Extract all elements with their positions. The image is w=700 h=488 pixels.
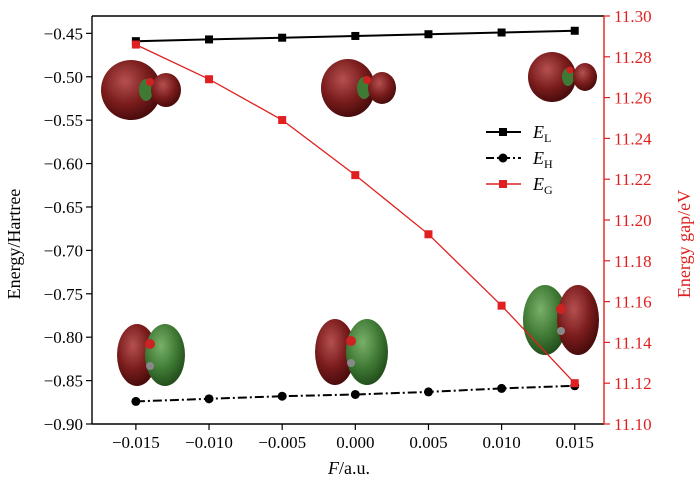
y-tick-label: −0.90	[44, 415, 83, 434]
x-tick-label: 0.005	[409, 433, 447, 452]
data-point	[278, 116, 287, 125]
orbital-lumo-3	[528, 52, 597, 102]
data-point	[497, 383, 507, 393]
data-point	[424, 30, 433, 39]
y2-tick-label: 11.16	[614, 293, 652, 312]
y2-tick-label: 11.24	[614, 129, 652, 148]
orbital-homo-1	[117, 324, 185, 386]
x-tick-label: −0.010	[185, 433, 233, 452]
data-point	[205, 35, 214, 44]
data-point	[131, 40, 140, 49]
x-axis-label: F/a.u.	[327, 458, 370, 478]
data-point	[205, 75, 214, 84]
x-tick-label: 0.015	[556, 433, 594, 452]
data-point	[570, 26, 579, 35]
y2-tick-label: 11.28	[614, 48, 652, 67]
data-point	[350, 389, 360, 399]
y-tick-label: −0.85	[44, 372, 83, 391]
x-tick-label: 0.010	[482, 433, 520, 452]
data-point	[423, 387, 433, 397]
legend: EL EH EG	[486, 122, 553, 197]
x-axis-label-var: F	[327, 458, 340, 478]
data-point	[570, 379, 579, 388]
x-tick-label: −0.015	[112, 433, 160, 452]
x-tick-label: 0.000	[336, 433, 374, 452]
data-point	[131, 396, 141, 406]
data-point	[204, 394, 214, 404]
ticks: −0.015 −0.010 −0.005 0.000 0.005 0.010 0.015 −0…	[44, 7, 652, 452]
data-point	[278, 33, 287, 42]
y-tick-label: −0.55	[44, 111, 83, 130]
orbital-homo-2	[315, 319, 388, 385]
legend-label-eg: EG	[532, 174, 553, 197]
y2-tick-label: 11.22	[614, 170, 652, 189]
x-axis-label-unit: /a.u.	[339, 458, 370, 478]
y2-tick-label: 11.20	[614, 211, 652, 230]
data-point	[351, 171, 360, 180]
legend-label-el: EL	[532, 122, 551, 145]
series	[131, 26, 580, 406]
y-tick-label: −0.50	[44, 68, 83, 87]
y2-tick-label: 11.14	[614, 333, 652, 352]
orbital-lumo-1	[101, 60, 181, 120]
legend-label-eh: EH	[532, 148, 553, 171]
y2-tick-label: 11.12	[614, 374, 652, 393]
y-tick-label: −0.65	[44, 198, 83, 217]
data-point	[497, 301, 506, 310]
data-point	[351, 31, 360, 40]
data-point	[424, 230, 433, 239]
axes	[91, 15, 605, 425]
y-tick-label: −0.80	[44, 328, 83, 347]
y2-axis-label: Energy gap/eV	[674, 190, 694, 298]
y2-tick-label: 11.18	[614, 252, 652, 271]
y2-tick-label: 11.26	[614, 89, 652, 108]
y-tick-label: −0.70	[44, 241, 83, 260]
y-axis-label: Energy/Hartree	[4, 189, 24, 300]
x-tick-label: −0.005	[258, 433, 306, 452]
data-point	[497, 28, 506, 37]
orbital-lumo-2	[321, 59, 396, 117]
y-tick-label: −0.60	[44, 155, 83, 174]
orbital-homo-3	[523, 285, 599, 355]
y2-tick-label: 11.10	[614, 415, 652, 434]
y-tick-label: −0.45	[44, 24, 83, 43]
y2-tick-label: 11.30	[614, 7, 652, 26]
data-point	[277, 391, 287, 401]
y-tick-label: −0.75	[44, 285, 83, 304]
